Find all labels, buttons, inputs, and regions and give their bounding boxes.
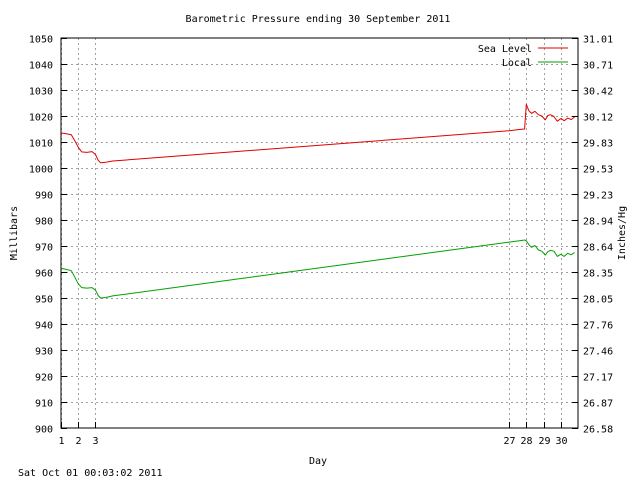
y-tick-label-left: 970 bbox=[35, 243, 53, 254]
y-tick-label-right: 26.87 bbox=[583, 399, 613, 410]
timestamp-footer: Sat Oct 01 00:03:02 2011 bbox=[18, 468, 163, 479]
series-line-local bbox=[60, 239, 575, 299]
y-tick-label-right: 29.53 bbox=[583, 165, 613, 176]
y-tick-label-left: 920 bbox=[35, 373, 53, 384]
y-axis-label-right: Inches/Hg bbox=[617, 206, 628, 260]
y-tick-label-left: 1030 bbox=[29, 87, 53, 98]
y-tick-label-right: 29.23 bbox=[583, 191, 613, 202]
y-tick-label-left: 940 bbox=[35, 321, 53, 332]
x-tick-label: 27 bbox=[503, 436, 515, 447]
y-tick-label-right: 27.46 bbox=[583, 347, 613, 358]
y-tick-label-right: 30.42 bbox=[583, 87, 613, 98]
y-tick-label-left: 960 bbox=[35, 269, 53, 280]
series-line-sea-level bbox=[60, 103, 575, 164]
y-tick-label-left: 1020 bbox=[29, 113, 53, 124]
x-axis-label: Day bbox=[309, 456, 327, 467]
legend-label-sea-level: Sea Level bbox=[478, 44, 532, 55]
x-tick-label: 28 bbox=[520, 436, 532, 447]
x-tick-label: 3 bbox=[92, 436, 98, 447]
y-tick-label-left: 1000 bbox=[29, 165, 53, 176]
y-tick-label-left: 900 bbox=[35, 425, 53, 436]
y-tick-label-left: 930 bbox=[35, 347, 53, 358]
x-tick-label: 1 bbox=[58, 436, 64, 447]
x-tick-label: 2 bbox=[75, 436, 81, 447]
y-tick-label-right: 31.01 bbox=[583, 35, 613, 46]
y-tick-label-left: 910 bbox=[35, 399, 53, 410]
x-tick-label: 29 bbox=[538, 436, 550, 447]
y-tick-label-right: 30.71 bbox=[583, 61, 613, 72]
y-tick-label-right: 28.35 bbox=[583, 269, 613, 280]
y-tick-label-right: 26.58 bbox=[583, 425, 613, 436]
y-tick-label-left: 1040 bbox=[29, 61, 53, 72]
y-tick-label-left: 950 bbox=[35, 295, 53, 306]
plot-area-frame bbox=[60, 37, 579, 429]
y-axis-label-left: Millibars bbox=[9, 206, 20, 260]
y-tick-label-left: 1050 bbox=[29, 35, 53, 46]
data-series bbox=[60, 103, 575, 299]
x-tick-label: 30 bbox=[555, 436, 567, 447]
chart-title: Barometric Pressure ending 30 September … bbox=[186, 14, 451, 25]
y-tick-label-left: 1010 bbox=[29, 139, 53, 150]
y-tick-label-right: 28.05 bbox=[583, 295, 613, 306]
legend-label-local: Local bbox=[502, 58, 532, 69]
y-tick-label-right: 27.76 bbox=[583, 321, 613, 332]
y-tick-label-right: 28.64 bbox=[583, 243, 613, 254]
y-tick-label-right: 30.12 bbox=[583, 113, 613, 124]
y-tick-label-right: 27.17 bbox=[583, 373, 613, 384]
y-tick-label-right: 29.83 bbox=[583, 139, 613, 150]
legend: Sea Level Local bbox=[478, 44, 568, 69]
axis-ticks bbox=[61, 38, 578, 429]
y-tick-label-left: 990 bbox=[35, 191, 53, 202]
tick-labels: 900 26.58 910 26.87 920 27.17 930 27.46 940 27.76… bbox=[29, 35, 613, 448]
y-tick-label-right: 28.94 bbox=[583, 217, 613, 228]
y-tick-label-left: 980 bbox=[35, 217, 53, 228]
